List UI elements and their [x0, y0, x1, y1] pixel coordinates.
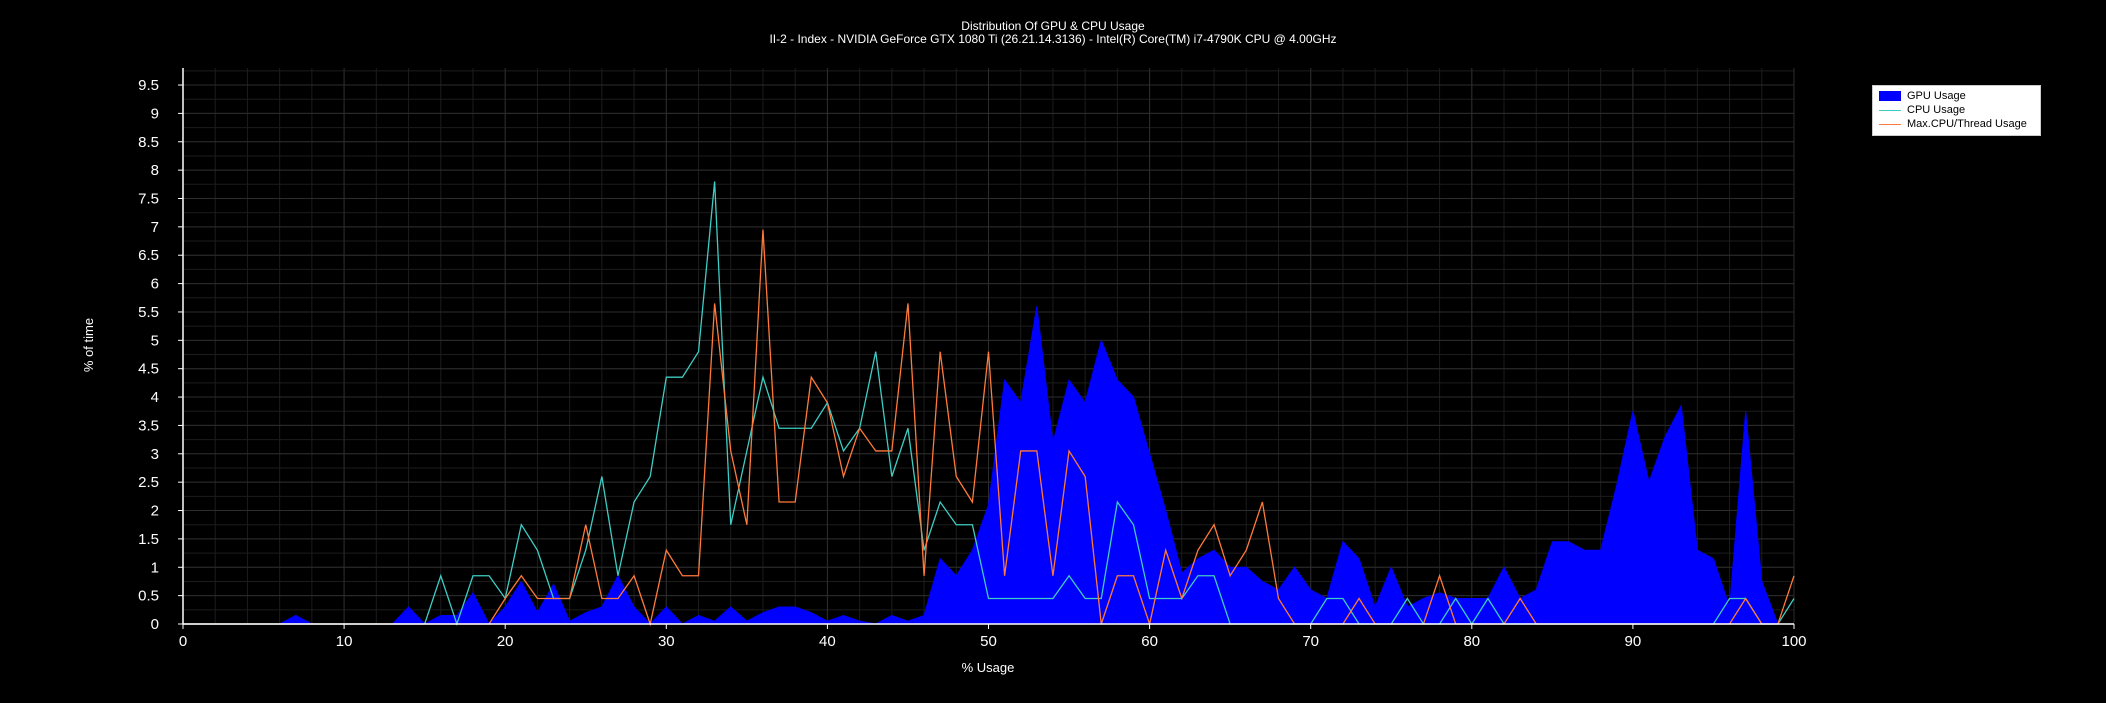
y-tick-label: 1: [151, 559, 159, 576]
x-tick-label: 30: [658, 633, 675, 650]
x-tick-label: 100: [1781, 633, 1806, 650]
legend-swatch: [1879, 91, 1901, 101]
y-tick-label: 3: [151, 446, 159, 463]
x-tick-label: 70: [1302, 633, 1319, 650]
y-tick-label: 0.5: [138, 588, 159, 605]
y-tick-label: 6.5: [138, 247, 159, 264]
chart-title: Distribution Of GPU & CPU Usage: [961, 19, 1145, 33]
y-tick-label: 4.5: [138, 361, 159, 378]
y-tick-label: 5: [151, 332, 159, 349]
legend-label: CPU Usage: [1907, 104, 1966, 116]
legend-label: Max.CPU/Thread Usage: [1907, 118, 2027, 130]
chart-legend: GPU Usage CPU Usage Max.CPU/Thread Usage: [1872, 85, 2041, 136]
y-tick-label: 7: [151, 219, 159, 236]
x-tick-label: 40: [819, 633, 836, 650]
y-tick-label: 2.5: [138, 474, 159, 491]
y-tick-label: 5.5: [138, 304, 159, 321]
legend-item-gpu-usage: GPU Usage: [1879, 89, 2034, 103]
x-axis-label: % Usage: [962, 660, 1015, 675]
y-tick-label: 7.5: [138, 190, 159, 207]
x-tick-label: 20: [497, 633, 514, 650]
x-tick-label: 50: [980, 633, 997, 650]
chart-subtitle: II-2 - Index - NVIDIA GeForce GTX 1080 T…: [769, 32, 1337, 46]
grid: [182, 68, 1795, 625]
y-tick-label: 1.5: [138, 531, 159, 548]
legend-item-max-cpu-thread-usage: Max.CPU/Thread Usage: [1879, 117, 2034, 131]
legend-label: GPU Usage: [1907, 90, 1966, 102]
x-tick-label: 90: [1625, 633, 1642, 650]
legend-swatch: [1879, 109, 1901, 111]
y-tick-label: 0: [151, 616, 159, 633]
tick-labels: 0 10 20 30 40 50 60 70 80 90 100 0 0.5 1 1.5 2 2.5 3 3.5 4 4…: [138, 77, 1806, 650]
legend-item-cpu-usage: CPU Usage: [1879, 103, 2034, 117]
x-tick-label: 80: [1463, 633, 1480, 650]
x-tick-label: 10: [336, 633, 353, 650]
y-tick-label: 9.5: [138, 77, 159, 94]
y-tick-label: 8.5: [138, 134, 159, 151]
y-tick-label: 4: [151, 389, 159, 406]
x-tick-label: 0: [179, 633, 187, 650]
y-tick-label: 6: [151, 276, 159, 293]
axes: [178, 68, 1795, 629]
y-axis-label: % of time: [81, 318, 96, 372]
y-tick-label: 8: [151, 162, 159, 179]
legend-swatch: [1879, 123, 1901, 125]
y-tick-label: 3.5: [138, 417, 159, 434]
y-tick-label: 2: [151, 503, 159, 520]
y-tick-label: 9: [151, 105, 159, 122]
x-tick-label: 60: [1141, 633, 1158, 650]
